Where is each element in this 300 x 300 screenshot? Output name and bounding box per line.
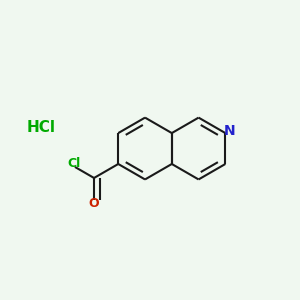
Text: N: N: [224, 124, 235, 138]
Text: HCl: HCl: [27, 120, 56, 135]
Text: Cl: Cl: [67, 157, 80, 170]
Text: O: O: [89, 197, 99, 210]
